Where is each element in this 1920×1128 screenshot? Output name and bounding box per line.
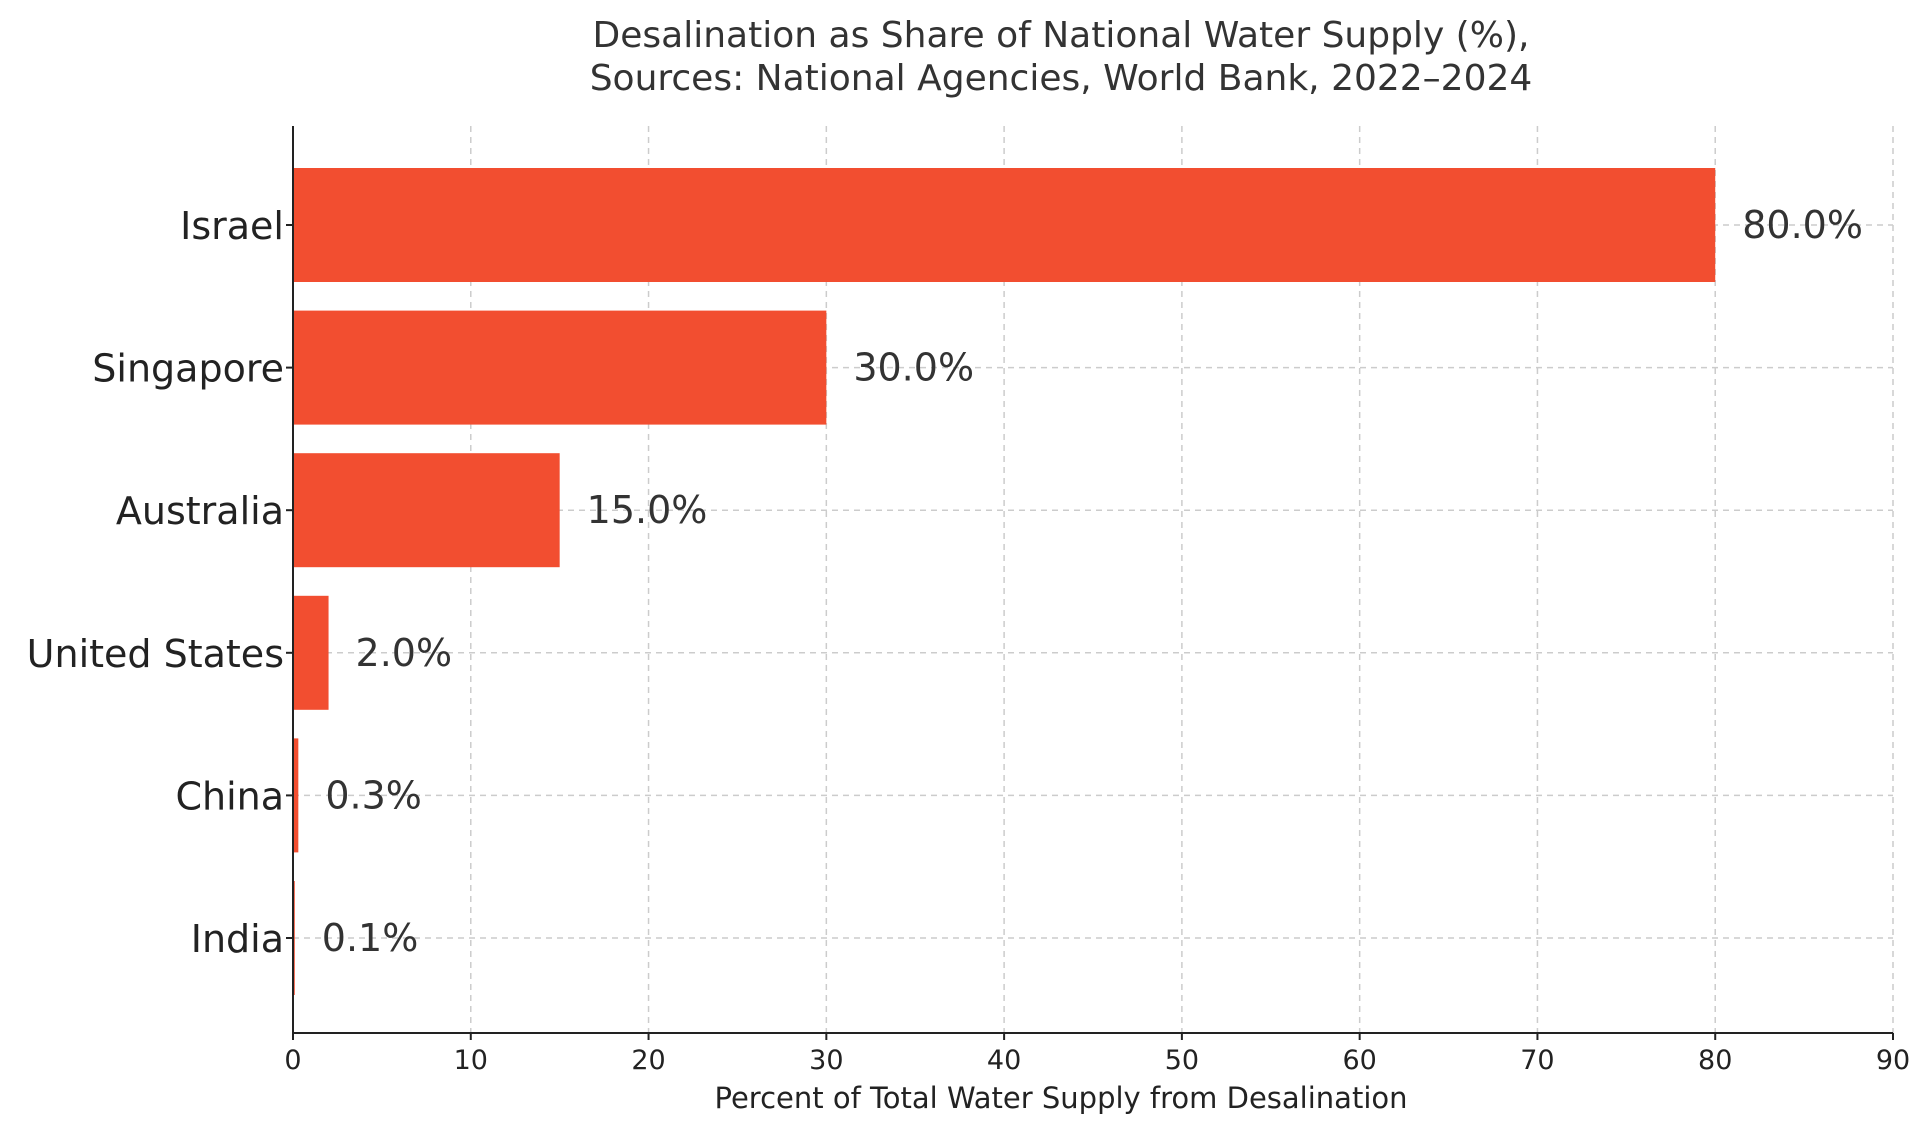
- x-tick-label: 10: [454, 1045, 488, 1076]
- y-tick-label: Australia: [116, 489, 284, 533]
- bar: [293, 453, 560, 568]
- bar-value-label: 0.1%: [322, 916, 419, 960]
- chart-title-line-1: Desalination as Share of National Water …: [593, 15, 1530, 56]
- x-tick-label: 0: [284, 1045, 301, 1076]
- y-tick-label: Israel: [180, 204, 284, 248]
- x-tick-label: 80: [1698, 1045, 1732, 1076]
- bar: [293, 595, 329, 710]
- x-axis-title: Percent of Total Water Supply from Desal…: [714, 1081, 1407, 1115]
- axes: [286, 126, 1894, 1040]
- x-tick-label: 40: [987, 1045, 1021, 1076]
- chart-title-line-2: Sources: National Agencies, World Bank, …: [590, 58, 1533, 99]
- chart-title: Desalination as Share of National Water …: [590, 15, 1533, 99]
- x-tick-label: 60: [1342, 1045, 1376, 1076]
- x-tick-label: 30: [809, 1045, 843, 1076]
- labels: 80.0% Israel 30.0% Singapore 15.0% Australia 2…: [27, 203, 1911, 1076]
- bar-value-label: 0.3%: [325, 773, 422, 817]
- y-tick-label: India: [191, 917, 284, 961]
- bar: [293, 168, 1716, 282]
- bar-value-label: 2.0%: [356, 631, 453, 675]
- y-tick-label: United States: [27, 632, 284, 676]
- bar-value-label: 15.0%: [587, 488, 708, 532]
- bars: [293, 168, 1716, 995]
- x-tick-label: 90: [1876, 1045, 1910, 1076]
- bar: [293, 310, 827, 425]
- bar-value-label: 30.0%: [853, 346, 974, 390]
- x-tick-label: 70: [1520, 1045, 1554, 1076]
- y-tick-label: China: [175, 774, 284, 818]
- x-tick-label: 20: [631, 1045, 665, 1076]
- y-tick-label: Singapore: [92, 347, 284, 391]
- bar: [293, 738, 299, 853]
- bar-value-label: 80.0%: [1742, 203, 1863, 247]
- x-tick-label: 50: [1165, 1045, 1199, 1076]
